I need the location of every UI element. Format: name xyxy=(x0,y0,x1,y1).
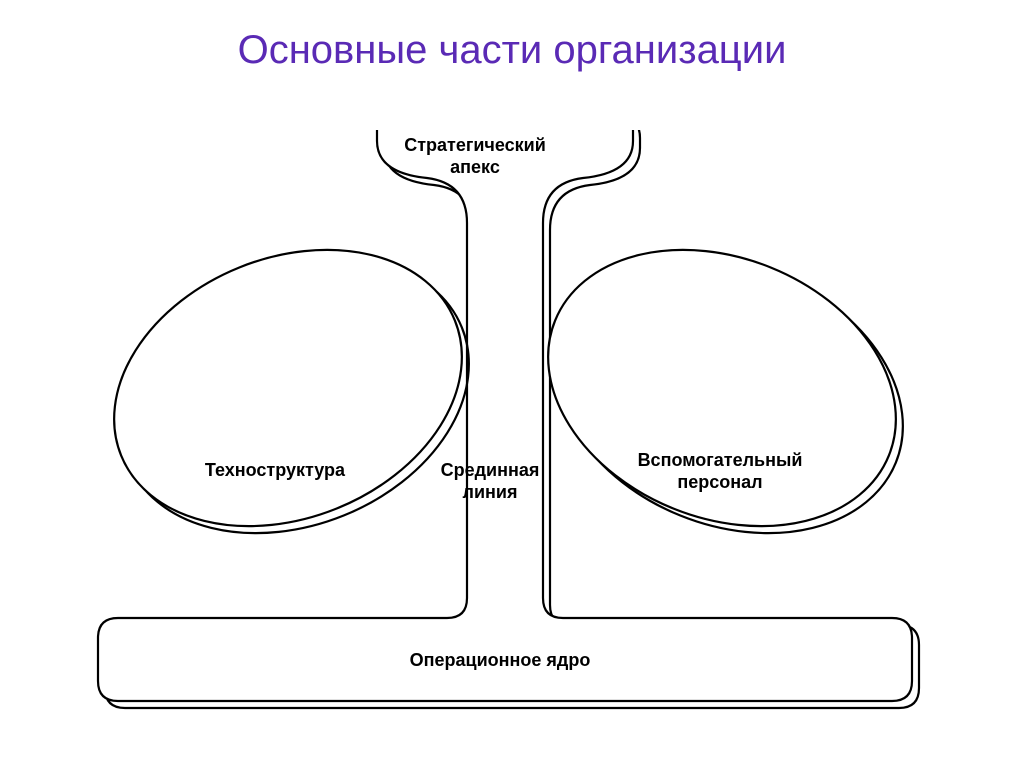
techno-label: Техноструктура xyxy=(165,460,385,482)
techno-ellipse xyxy=(72,200,503,576)
support-label-line1: Вспомогательный xyxy=(638,450,803,470)
support-label-line2: персонал xyxy=(677,472,762,492)
apex-label-line2: апекс xyxy=(450,157,500,177)
page-title: Основные части организации xyxy=(0,28,1024,73)
core-label: Операционное ядро xyxy=(340,650,660,672)
middle-label-line1: Срединная xyxy=(441,460,540,480)
middle-label: Срединная линия xyxy=(410,460,570,503)
apex-label: Стратегический апекс xyxy=(370,135,580,178)
support-ellipse xyxy=(506,200,937,576)
core-label-text: Операционное ядро xyxy=(410,650,591,670)
middle-label-line2: линия xyxy=(463,482,518,502)
org-diagram xyxy=(70,130,954,720)
support-label: Вспомогательный персонал xyxy=(600,450,840,493)
techno-label-text: Техноструктура xyxy=(205,460,345,480)
apex-label-line1: Стратегический xyxy=(404,135,546,155)
